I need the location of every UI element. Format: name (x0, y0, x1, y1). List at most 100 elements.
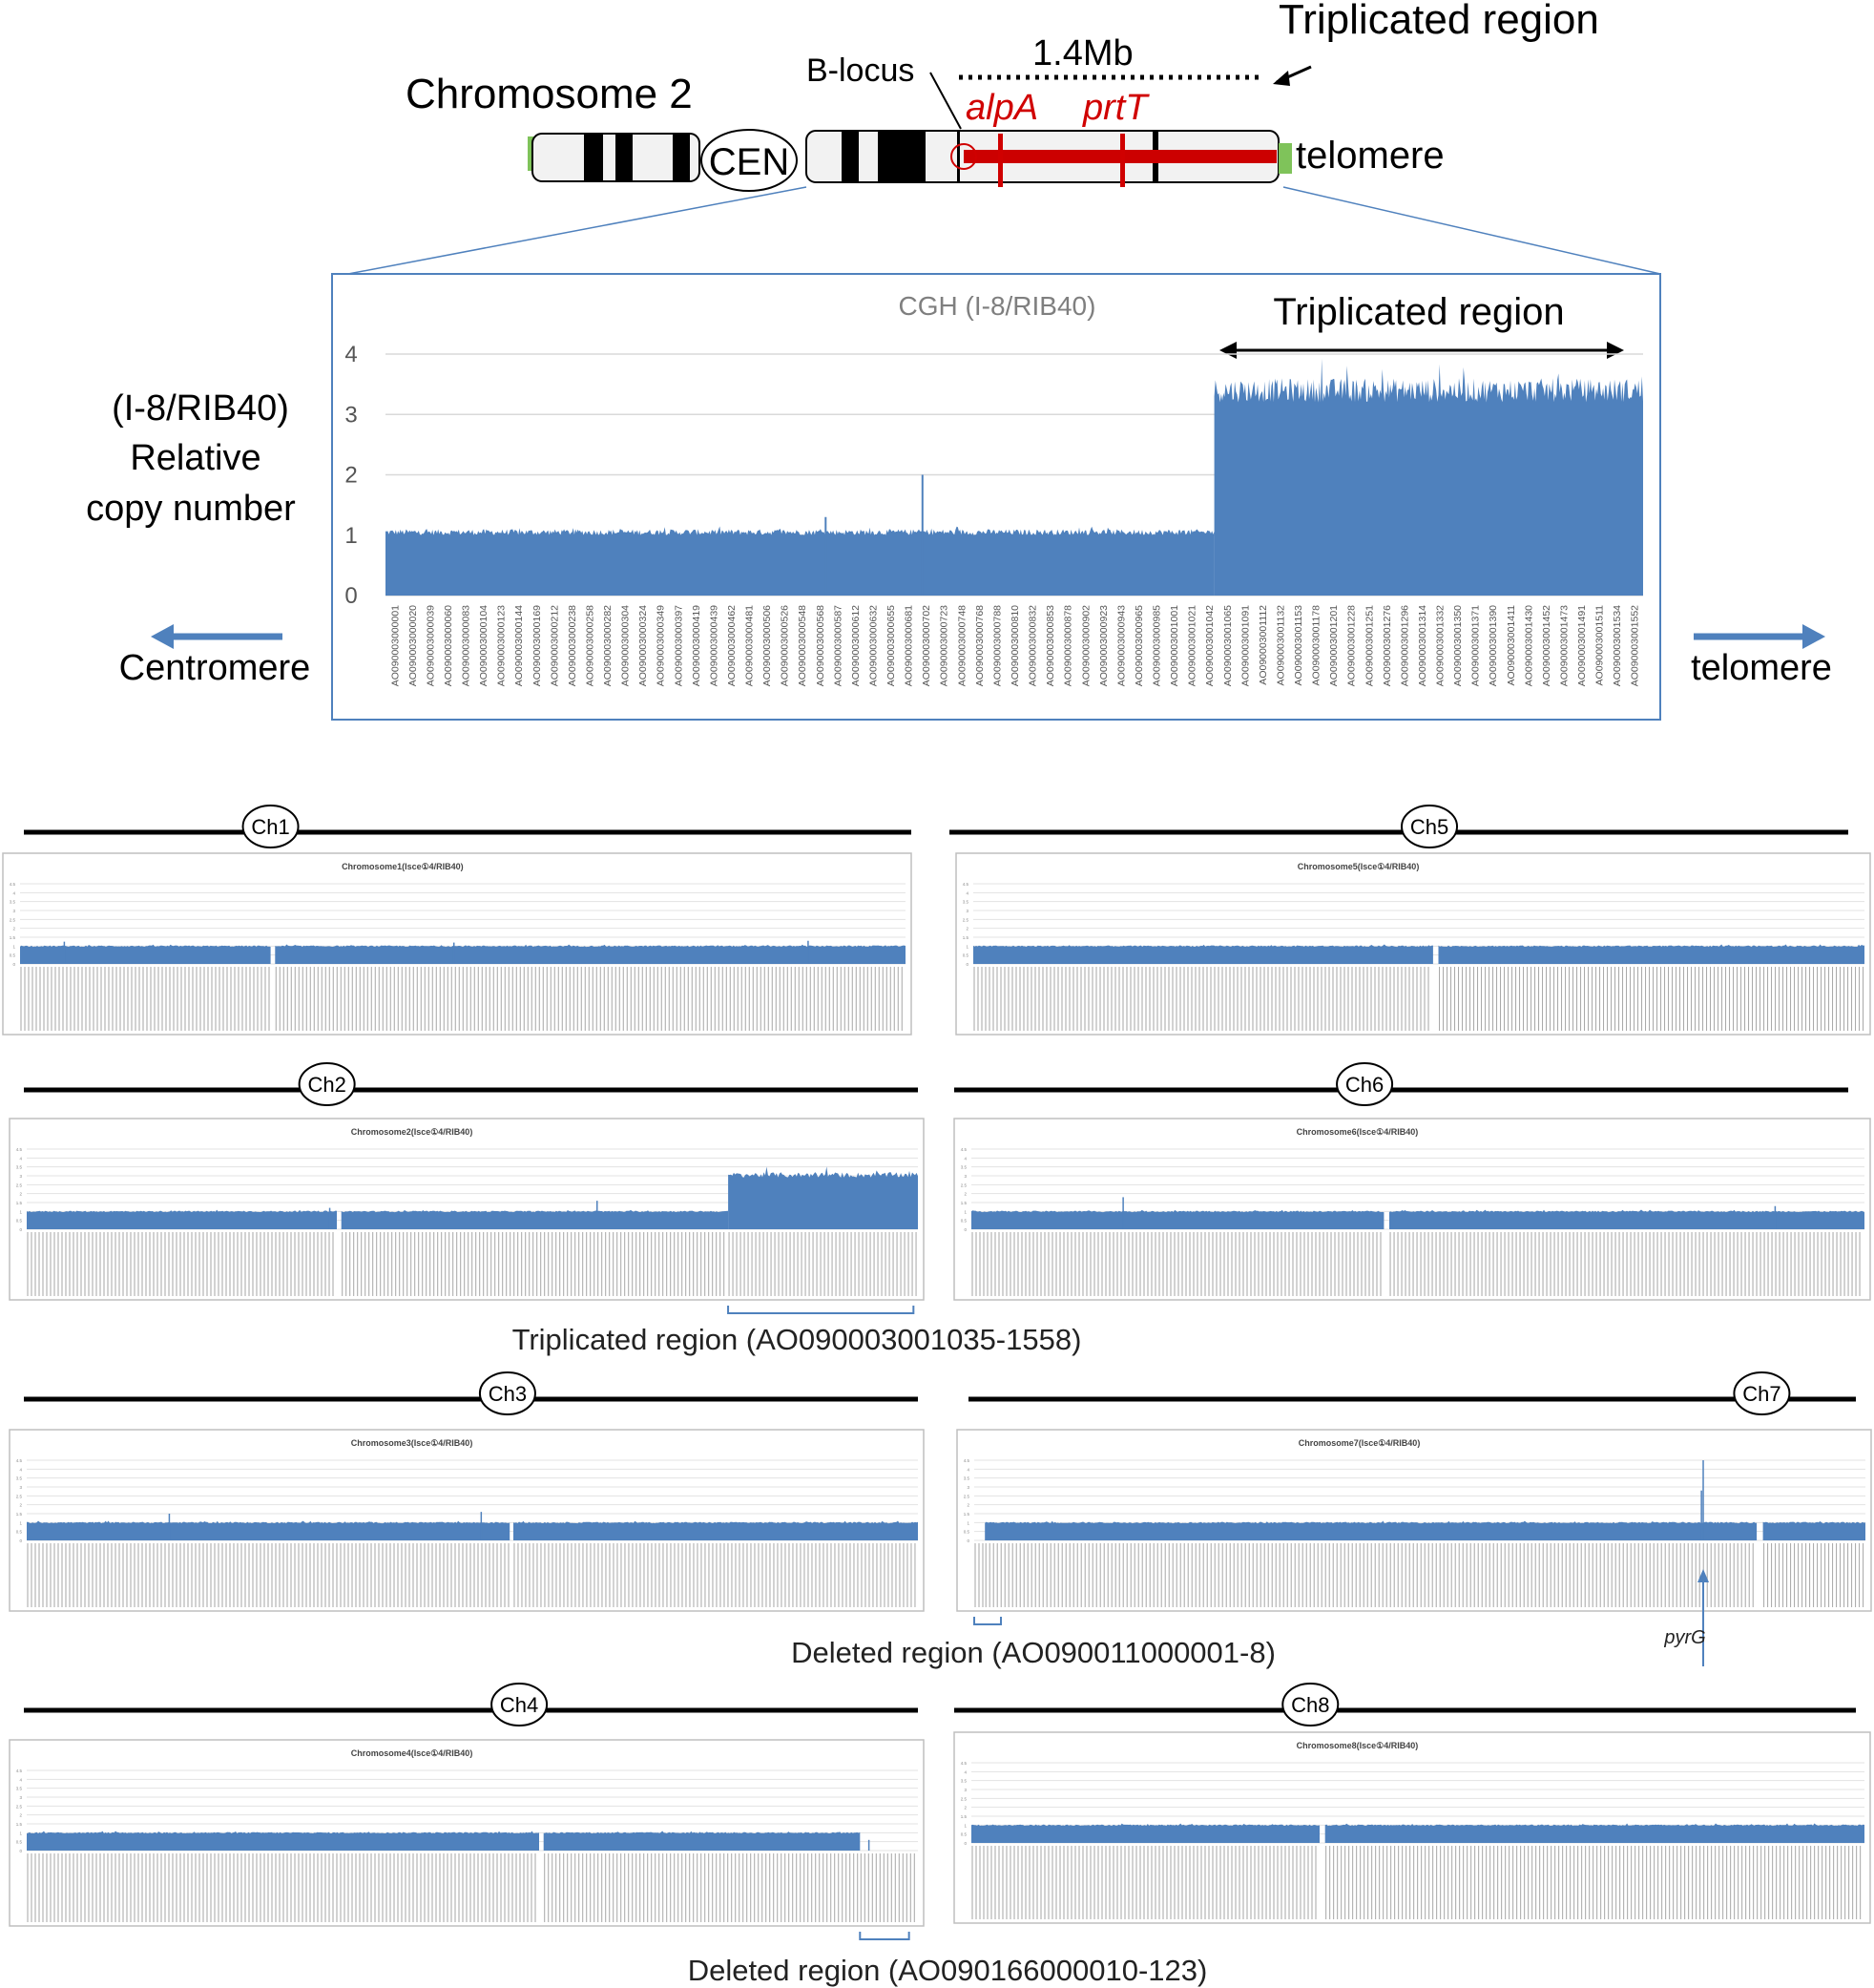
y-tick-label: 2.5 (964, 1494, 970, 1498)
y-tick-label: 4.5 (16, 1768, 23, 1773)
y-tick-label: 4 (964, 1156, 967, 1161)
y-tick-label: 1.5 (16, 1512, 23, 1517)
y-tick-label: 0.5 (16, 1219, 23, 1224)
y-tick-label: 1.5 (10, 935, 16, 940)
y-tick-label: 0 (12, 962, 15, 967)
b-locus-marker (950, 143, 977, 170)
y-tick-label: 0 (964, 1841, 967, 1846)
x-tick-label: AO090003000481 (744, 605, 756, 686)
x-tick-label: AO090003001534 (1612, 605, 1623, 686)
y-tick-label: 4.5 (964, 1458, 970, 1463)
y-tick-label: 2 (967, 1503, 969, 1508)
x-tick-label: AO090003001332 (1435, 605, 1447, 686)
ch7-bars (985, 1520, 1758, 1540)
x-tick-label: AO090003001371 (1470, 605, 1482, 686)
y-tick-label: 0 (19, 1227, 22, 1232)
y-tick-label: 2 (966, 927, 968, 931)
y-tick-label: 0 (964, 1227, 967, 1232)
y-tick-label: 1 (19, 1831, 22, 1835)
x-tick-label: AO090003000655 (885, 605, 897, 686)
y-tick-label: 0 (967, 1538, 969, 1543)
x-tick-label: AO090003000748 (956, 605, 968, 686)
y-tick-label: 4 (19, 1467, 22, 1472)
y-tick-label: 4.5 (961, 1147, 968, 1152)
y-tick-label: 3.5 (16, 1165, 23, 1170)
y-tick-label: 2.5 (16, 1804, 23, 1809)
y-tick-label: 1 (964, 1823, 967, 1828)
ch8-label: Ch8 (1291, 1693, 1329, 1717)
ch6-label: Ch6 (1345, 1073, 1384, 1097)
ch2-panel: Ch2 Chromosome2(Isce①4/RIB40) 0 0.5 1 1.5 2 2.5… (9, 1062, 925, 1314)
main-chart-title: CGH (I-8/RIB40) (899, 291, 1096, 321)
direction-arrows: Centromere telomere (119, 624, 1832, 688)
x-tick-label: AO090003000506 (761, 605, 773, 686)
x-tick-label: AO090003000060 (443, 605, 454, 686)
y-tick-label: 3 (19, 1795, 22, 1800)
y-tick-label: 1 (966, 944, 968, 949)
x-tick-label: AO090003000419 (691, 605, 702, 686)
size-label: 1.4Mb (1032, 33, 1134, 73)
ch5-label: Ch5 (1410, 815, 1448, 839)
x-tick-label: AO090003000039 (425, 605, 436, 686)
ch8-bars (1324, 1823, 1864, 1843)
y-tick-label: 1.5 (961, 1201, 968, 1205)
x-tick-label: AO090003000632 (868, 605, 880, 686)
ch8-title: Chromosome8(Isce①4/RIB40) (1297, 1741, 1419, 1750)
y-tick-label: 2.5 (10, 917, 16, 922)
x-tick-label: AO090003001021 (1187, 605, 1198, 686)
ch6-frame (953, 1118, 1871, 1301)
x-tick-label: AO090003000568 (815, 605, 826, 686)
ch3-title: Chromosome3(Isce①4/RIB40) (351, 1438, 473, 1448)
y-tick-label: 4 (19, 1777, 22, 1782)
x-tick-label: AO090003000681 (904, 605, 915, 686)
ch4-note: Deleted region (AO090166000010-123) (688, 1954, 1208, 1987)
x-tick-label: AO090003000104 (478, 605, 489, 686)
ylabel-line-1: (I-8/RIB40) (112, 388, 289, 429)
y-tick-label: 0.5 (964, 1530, 970, 1535)
centromere-label: Centromere (119, 648, 311, 688)
ch2-bars (728, 1166, 918, 1229)
ch3-bars (513, 1520, 918, 1540)
ch1-label: Ch1 (251, 815, 289, 839)
x-tick-label: AO090003000282 (602, 605, 614, 686)
chromosome-panels: Ch1 Chromosome1(Isce①4/RIB40) 0 0.5 1 1.5 2 2.5… (2, 805, 1872, 1940)
y-tick-label: 0.5 (961, 1219, 968, 1224)
x-tick-label: AO090003001473 (1559, 605, 1571, 686)
y-tick-label: 0 (19, 1538, 22, 1543)
y-tick-label: 0 (966, 962, 968, 967)
ch8-panel: Ch8 Chromosome8(Isce①4/RIB40) 0 0.5 1 1.5 2 2.5… (953, 1683, 1871, 1924)
y-tick-label: 1.5 (961, 1814, 968, 1819)
x-tick-label: AO090003000123 (496, 605, 508, 686)
y-tick-label: 2 (19, 1813, 22, 1818)
y-tick-label: 3 (19, 1174, 22, 1179)
prtt-gene-label: prtT (1082, 88, 1150, 128)
b-locus-label: B-locus (806, 52, 914, 89)
x-tick-label: AO090003001390 (1488, 605, 1499, 686)
x-tick-label: AO090003001314 (1417, 605, 1428, 686)
y-tick-label: 0 (19, 1849, 22, 1853)
x-tick-label: AO090003000723 (939, 605, 950, 686)
x-tick-label: AO090003000212 (549, 605, 560, 686)
x-tick-label: AO090003001430 (1523, 605, 1534, 686)
ch3-panel: Ch3 Chromosome3(Isce①4/RIB40) 0 0.5 1 1.5 2 2.5… (9, 1371, 925, 1612)
ch6-panel: Ch6 Chromosome6(Isce①4/RIB40) 0 0.5 1 1.5 2 2.5… (953, 1062, 1871, 1301)
x-tick-label: AO090003001201 (1328, 605, 1340, 686)
ch2-centromere (298, 1062, 356, 1106)
main-cgh-chart: CGH (I-8/RIB40) Triplicated region 0 1 2 3 4… (331, 273, 1661, 721)
x-tick-label: AO090003000462 (726, 605, 738, 686)
ch7-region-bracket (973, 1617, 1003, 1625)
main-chart-y-axis: 0 1 2 3 4 (344, 342, 357, 609)
x-tick-label: AO090003000548 (797, 605, 808, 686)
x-tick-label: AO090003001296 (1399, 605, 1410, 686)
ch4-title: Chromosome4(Isce①4/RIB40) (351, 1748, 473, 1758)
ch2-title: Chromosome2(Isce①4/RIB40) (351, 1127, 473, 1137)
x-tick-label: AO090003000169 (531, 605, 543, 686)
schematic-triplicated-label: Triplicated region (1279, 0, 1599, 43)
y-tick-label: 1 (12, 944, 15, 949)
x-tick-label: AO090003001276 (1382, 605, 1393, 686)
y-tick-label: 0 (344, 583, 357, 609)
ch2-label: Ch2 (307, 1073, 345, 1097)
right-telomere-cap (1279, 143, 1292, 174)
alpa-marker (998, 134, 1003, 187)
x-tick-label: AO090003000526 (780, 605, 791, 686)
